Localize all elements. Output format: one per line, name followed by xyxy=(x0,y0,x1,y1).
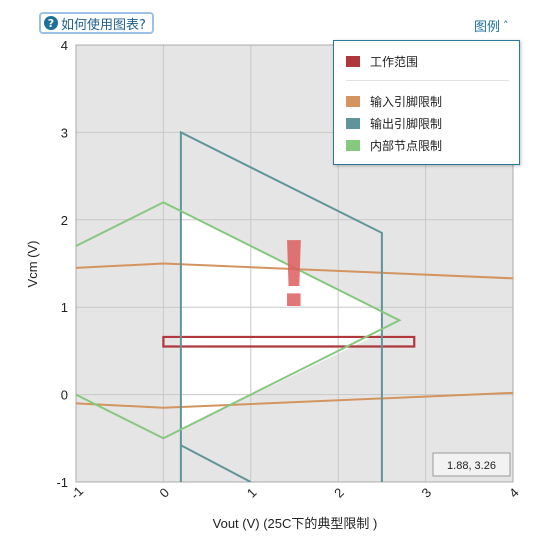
legend-divider xyxy=(346,80,509,81)
y-tick-label: 2 xyxy=(61,213,68,228)
y-tick-label: 1 xyxy=(61,300,68,315)
coordinate-readout: 1.88, 3.26 xyxy=(432,452,511,477)
series-output-pin-limit[interactable] xyxy=(179,130,383,482)
series-input-pin-limit[interactable] xyxy=(76,262,513,280)
y-tick-label: -1 xyxy=(56,475,68,490)
legend-panel: 工作范围 输入引脚限制 输出引脚限制 内部节点限制 xyxy=(333,40,520,165)
x-tick-label: 1 xyxy=(244,485,260,501)
legend-item-label: 输出引脚限制 xyxy=(370,117,443,131)
legend-item-label: 内部节点限制 xyxy=(370,139,443,153)
y-tick-label: 4 xyxy=(61,38,68,53)
legend-item-label: 工作范围 xyxy=(370,55,419,69)
legend-swatch xyxy=(346,118,360,129)
legend-swatch xyxy=(346,96,360,107)
legend-item-output-pin-limit[interactable]: 输出引脚限制 xyxy=(346,115,442,132)
plot-border xyxy=(75,44,514,483)
legend-item-label: 输入引脚限制 xyxy=(370,95,443,109)
chevron-up-icon: ˄ xyxy=(503,19,509,32)
legend-toggle-label: 图例 xyxy=(474,20,501,35)
question-circle-icon: ? xyxy=(44,16,58,30)
coordinate-readout-text: 1.88, 3.26 xyxy=(447,460,496,472)
warning-exclamation: ! xyxy=(278,220,310,327)
x-tick-label: 3 xyxy=(419,485,435,501)
series-output-pin-limit[interactable] xyxy=(180,444,252,482)
how-to-use-chart-label: 如何使用图表? xyxy=(61,17,146,33)
x-tick-label: 4 xyxy=(506,485,522,501)
x-axis-label: Vout (V) (25C下的典型限制 ) xyxy=(213,516,378,531)
legend-swatch xyxy=(346,140,360,151)
x-tick-label: 0 xyxy=(156,485,172,501)
legend-swatch xyxy=(346,56,360,67)
legend-item-internal-node-limit[interactable]: 内部节点限制 xyxy=(346,137,442,154)
series-internal-node-limit[interactable] xyxy=(76,201,402,440)
y-axis-label: Vcm (V) xyxy=(25,241,40,288)
how-to-use-chart-button[interactable]: ? 如何使用图表? xyxy=(39,12,154,34)
series-input-pin-limit[interactable] xyxy=(76,391,513,409)
legend-item-input-pin-limit[interactable]: 输入引脚限制 xyxy=(346,93,442,110)
series-operating-range[interactable] xyxy=(162,335,416,348)
x-tick-label: 2 xyxy=(331,485,347,501)
y-tick-label: 3 xyxy=(61,125,68,140)
y-tick-label: 0 xyxy=(61,388,68,403)
legend-item-operating-range[interactable]: 工作范围 xyxy=(346,53,418,70)
legend-toggle-button[interactable]: 图例 ˄ xyxy=(474,16,509,35)
x-tick-label: -1 xyxy=(67,483,86,502)
